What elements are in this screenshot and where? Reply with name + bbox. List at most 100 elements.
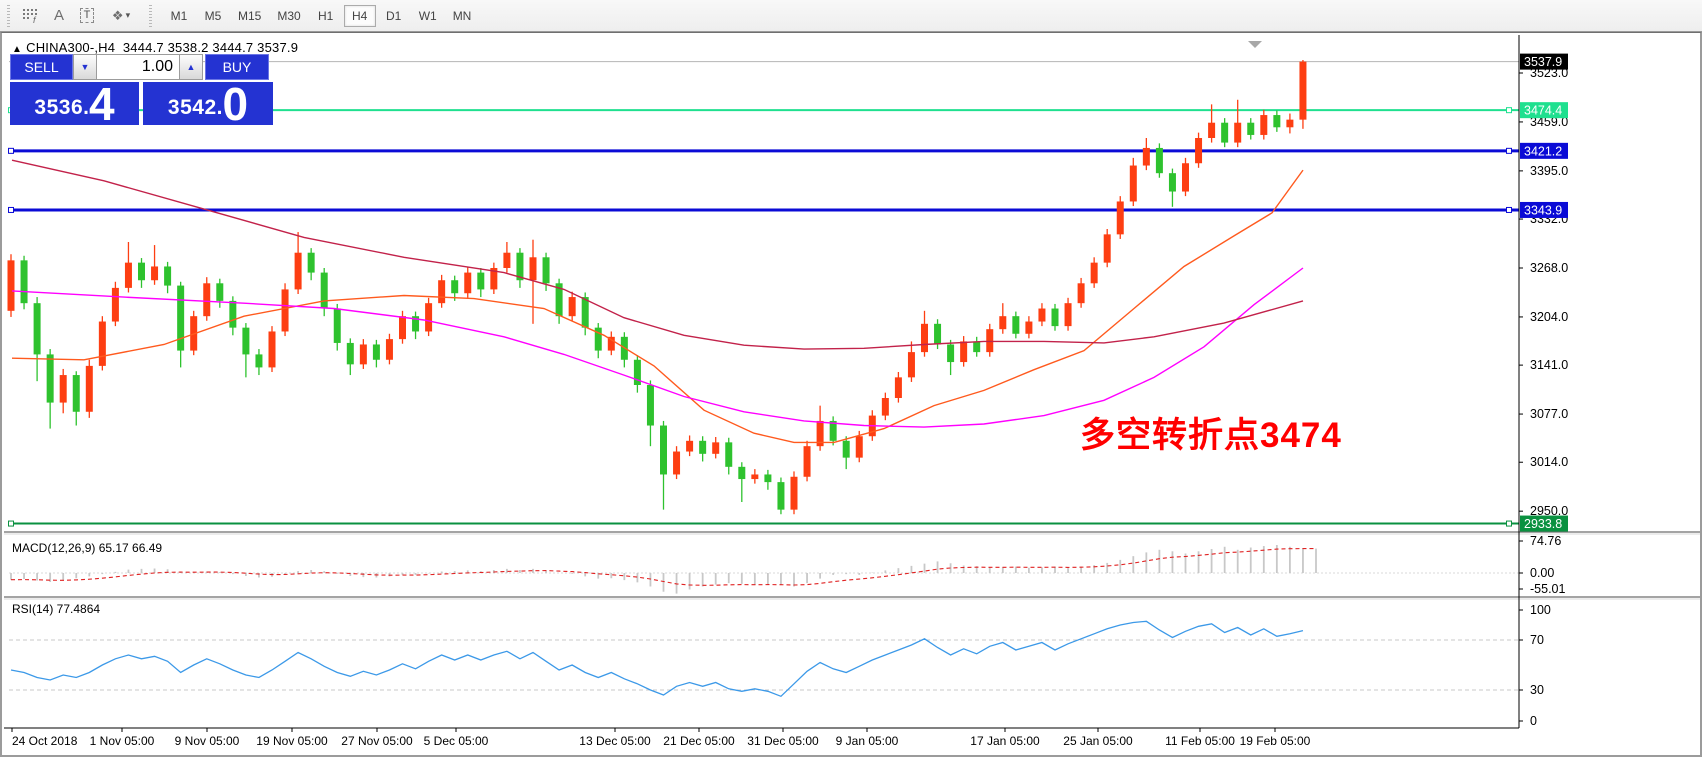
buy-button[interactable]: BUY bbox=[205, 54, 269, 80]
rsi-axis-label: 70 bbox=[1530, 633, 1544, 647]
candle-body-up bbox=[907, 352, 915, 378]
price-tick-label: 3141.0 bbox=[1530, 358, 1568, 372]
timeframe-button-group: M1 M5 M15 M30 H1 H4 D1 W1 MN bbox=[162, 4, 479, 27]
buy-price-button[interactable]: 3542. 0 bbox=[143, 81, 273, 127]
time-tick-label: 24 Oct 2018 bbox=[12, 734, 78, 748]
toolbar-grip[interactable] bbox=[7, 4, 14, 27]
candle-body-up bbox=[529, 257, 537, 281]
timeframe-button-h1[interactable]: H1 bbox=[318, 8, 334, 23]
candle-body-up bbox=[1195, 137, 1203, 164]
candle-body-up bbox=[59, 375, 67, 403]
candle-body-down bbox=[1273, 115, 1281, 128]
timeframe-button-m5[interactable]: M5 bbox=[204, 8, 222, 23]
price-badge-3537.9 bbox=[1520, 53, 1568, 70]
ma-slow-line bbox=[11, 159, 1304, 350]
candle-body-down bbox=[934, 323, 942, 345]
rsi-line bbox=[10, 620, 1304, 698]
timeframe-button-m30[interactable]: M30 bbox=[277, 8, 301, 23]
timeframe-button-m15[interactable]: M15 bbox=[238, 8, 262, 23]
timeframe-button-w1[interactable]: W1 bbox=[418, 8, 437, 23]
candle-body-down bbox=[542, 257, 550, 284]
macd-indicator-label: MACD(12,26,9) 65.17 66.49 bbox=[12, 541, 163, 555]
macd-axis-label: 0.00 bbox=[1530, 566, 1554, 580]
candle-body-down bbox=[33, 303, 41, 355]
rsi-axis-label: 30 bbox=[1530, 683, 1544, 697]
objects-button[interactable]: ❖ ▾ bbox=[102, 4, 140, 28]
timeframe-button-mn[interactable]: MN bbox=[452, 8, 472, 23]
time-tick-label: 5 Dec 05:00 bbox=[424, 734, 489, 748]
macd-axis-label: -55.01 bbox=[1530, 582, 1565, 596]
candle-body-up bbox=[359, 344, 367, 365]
chart-window: 3523.0 3459.0 3395.0 3332.0 3268.0 3204.0 3141… bbox=[0, 32, 1702, 757]
text-box-button[interactable]: T bbox=[74, 4, 100, 28]
candlestick-series bbox=[7, 60, 1307, 515]
candle-body-down bbox=[764, 474, 772, 483]
candle-body-up bbox=[816, 420, 824, 447]
candle-body-down bbox=[229, 300, 237, 328]
hline-handle[interactable] bbox=[1506, 520, 1512, 527]
one-click-trading-panel: SELL ▼ 1.00 ▲ BUY 3536. 4 3542. 0 bbox=[10, 54, 273, 131]
scroll-to-end-marker-icon[interactable] bbox=[1248, 41, 1262, 48]
time-tick-label: 1 Nov 05:00 bbox=[90, 734, 155, 748]
candle-body-up bbox=[986, 329, 994, 353]
macd-axis-label: 74.76 bbox=[1530, 534, 1561, 548]
price-tick-label: 3459.0 bbox=[1530, 115, 1568, 129]
candle-body-up bbox=[464, 272, 472, 294]
candle-body-down bbox=[594, 327, 602, 351]
candle-body-up bbox=[85, 365, 93, 412]
timeframe-button-d1[interactable]: D1 bbox=[386, 8, 402, 23]
indicator-list-button[interactable]: f bbox=[18, 4, 44, 28]
collapse-triangle-icon[interactable]: ▲ bbox=[12, 44, 23, 55]
text-label-button[interactable]: A bbox=[46, 4, 72, 28]
candle-body-up bbox=[203, 283, 211, 317]
rsi-axis-label: 100 bbox=[1530, 603, 1551, 617]
candle-body-up bbox=[438, 280, 446, 304]
price-badge-text: 3474.4 bbox=[1524, 104, 1562, 118]
candle-body-down bbox=[1155, 147, 1163, 174]
candle-body-down bbox=[646, 384, 654, 426]
sell-button[interactable]: SELL bbox=[10, 54, 73, 80]
hline-handle[interactable] bbox=[8, 520, 14, 527]
timeframe-button-h4[interactable]: H4 bbox=[343, 4, 376, 27]
candle-body-down bbox=[660, 425, 667, 475]
volume-decrease-button[interactable]: ▼ bbox=[73, 54, 97, 80]
candle-body-up bbox=[1208, 122, 1216, 138]
chart-canvas[interactable]: 3523.03459.03395.03332.03268.03204.03141… bbox=[4, 35, 1700, 754]
candle-body-up bbox=[1182, 163, 1189, 192]
candle-body-down bbox=[1221, 122, 1229, 143]
sell-price-button[interactable]: 3536. 4 bbox=[10, 78, 139, 131]
candle-body-up bbox=[894, 377, 902, 398]
candle-body-down bbox=[1012, 316, 1020, 334]
candle-body-up bbox=[1077, 283, 1085, 304]
candle-body-down bbox=[699, 440, 707, 454]
time-tick-label: 19 Feb 05:00 bbox=[1240, 734, 1311, 748]
candle-body-up bbox=[1234, 122, 1242, 143]
timeframe-button-m1[interactable]: M1 bbox=[170, 8, 188, 23]
candle-body-down bbox=[412, 316, 420, 332]
price-tick-label: 3014.0 bbox=[1530, 455, 1568, 469]
sell-price-big-digit: 4 bbox=[88, 78, 115, 131]
candle-body-up bbox=[1299, 61, 1307, 120]
candle-body-up bbox=[607, 336, 615, 351]
candle-body-up bbox=[568, 297, 576, 317]
candle-body-down bbox=[1247, 122, 1255, 135]
candle-body-down bbox=[242, 327, 250, 355]
hline-handle[interactable] bbox=[1506, 107, 1512, 114]
time-tick-label: 9 Jan 05:00 bbox=[836, 734, 899, 748]
volume-increase-button[interactable]: ▲ bbox=[179, 54, 203, 80]
rsi-axis-label: 0 bbox=[1530, 714, 1537, 728]
hline-handle[interactable] bbox=[8, 147, 14, 154]
toolbar-grip-2[interactable] bbox=[149, 4, 156, 27]
chart-text-annotation[interactable]: 多空转折点3474 bbox=[1080, 416, 1342, 455]
hline-handle[interactable] bbox=[1506, 206, 1512, 213]
price-badge-text: 2933.8 bbox=[1524, 517, 1562, 531]
candle-body-up bbox=[673, 451, 681, 475]
price-badge-3421.2 bbox=[1520, 142, 1568, 159]
candle-body-up bbox=[881, 397, 889, 416]
candle-body-up bbox=[1286, 119, 1294, 128]
price-badge-text: 3537.9 bbox=[1524, 55, 1562, 69]
volume-input[interactable]: 1.00 bbox=[97, 54, 179, 80]
hline-handle[interactable] bbox=[8, 206, 14, 213]
hline-handle[interactable] bbox=[1506, 147, 1512, 154]
candle-body-down bbox=[177, 285, 185, 351]
